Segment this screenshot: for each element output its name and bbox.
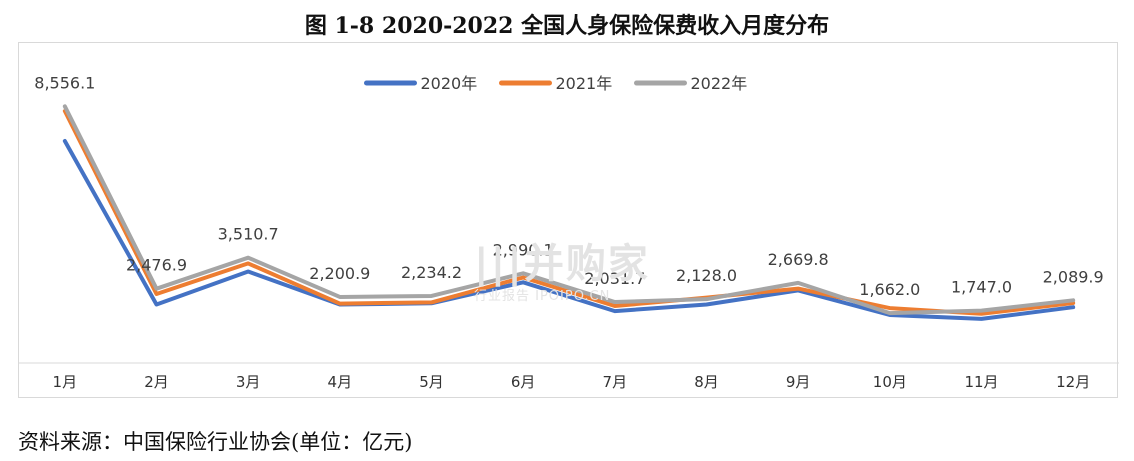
x-tick-label: 8月 xyxy=(694,373,719,391)
x-tick-label: 3月 xyxy=(236,373,261,391)
data-label: 2,669.8 xyxy=(768,250,829,269)
legend-label: 2021年 xyxy=(556,74,613,93)
x-tick-label: 4月 xyxy=(328,373,353,391)
data-label: 2,089.9 xyxy=(1043,267,1104,286)
x-tick-label: 5月 xyxy=(419,373,444,391)
legend-label: 2022年 xyxy=(691,74,748,93)
chart-title: 图 1-8 2020-2022 全国人身保险保费收入月度分布 xyxy=(304,13,830,39)
data-label: 2,476.9 xyxy=(126,256,187,275)
data-label: 1,747.0 xyxy=(951,278,1012,297)
source-note: 资料来源：中国保险行业协会(单位：亿元) xyxy=(18,430,413,454)
chart-frame: 1月 2月 3月 4月 5月 6月 7月 8月 9月 10月 11月 12月 8,556.1 2,476.… xyxy=(18,42,1119,398)
x-tick-label: 6月 xyxy=(511,373,536,391)
x-tick-label: 11月 xyxy=(964,373,998,391)
data-label: 2,200.9 xyxy=(309,264,370,283)
data-label: 8,556.1 xyxy=(34,73,95,92)
series-line-2021年 xyxy=(62,109,1076,316)
data-label: 1,662.0 xyxy=(859,280,920,299)
series-line-2022年 xyxy=(62,104,1076,316)
data-label: 2,990.1 xyxy=(493,240,554,259)
data-label: 2,128.0 xyxy=(676,266,737,285)
x-tick-label: 1月 xyxy=(53,373,78,391)
data-label: 2,031.7 xyxy=(584,269,645,288)
x-tick-label: 2月 xyxy=(144,373,169,391)
data-label: 3,510.7 xyxy=(218,225,279,244)
x-tick-label: 9月 xyxy=(786,373,811,391)
x-tick-label: 12月 xyxy=(1056,373,1090,391)
x-tick-label: 7月 xyxy=(603,373,628,391)
legend-label: 2020年 xyxy=(421,74,478,93)
data-label: 2,234.2 xyxy=(401,263,462,282)
series-line-2020年 xyxy=(62,139,1076,321)
x-tick-label: 10月 xyxy=(873,373,907,391)
line-chart: 1月 2月 3月 4月 5月 6月 7月 8月 9月 10月 11月 12月 8,556.1 2,476.… xyxy=(19,73,1119,391)
